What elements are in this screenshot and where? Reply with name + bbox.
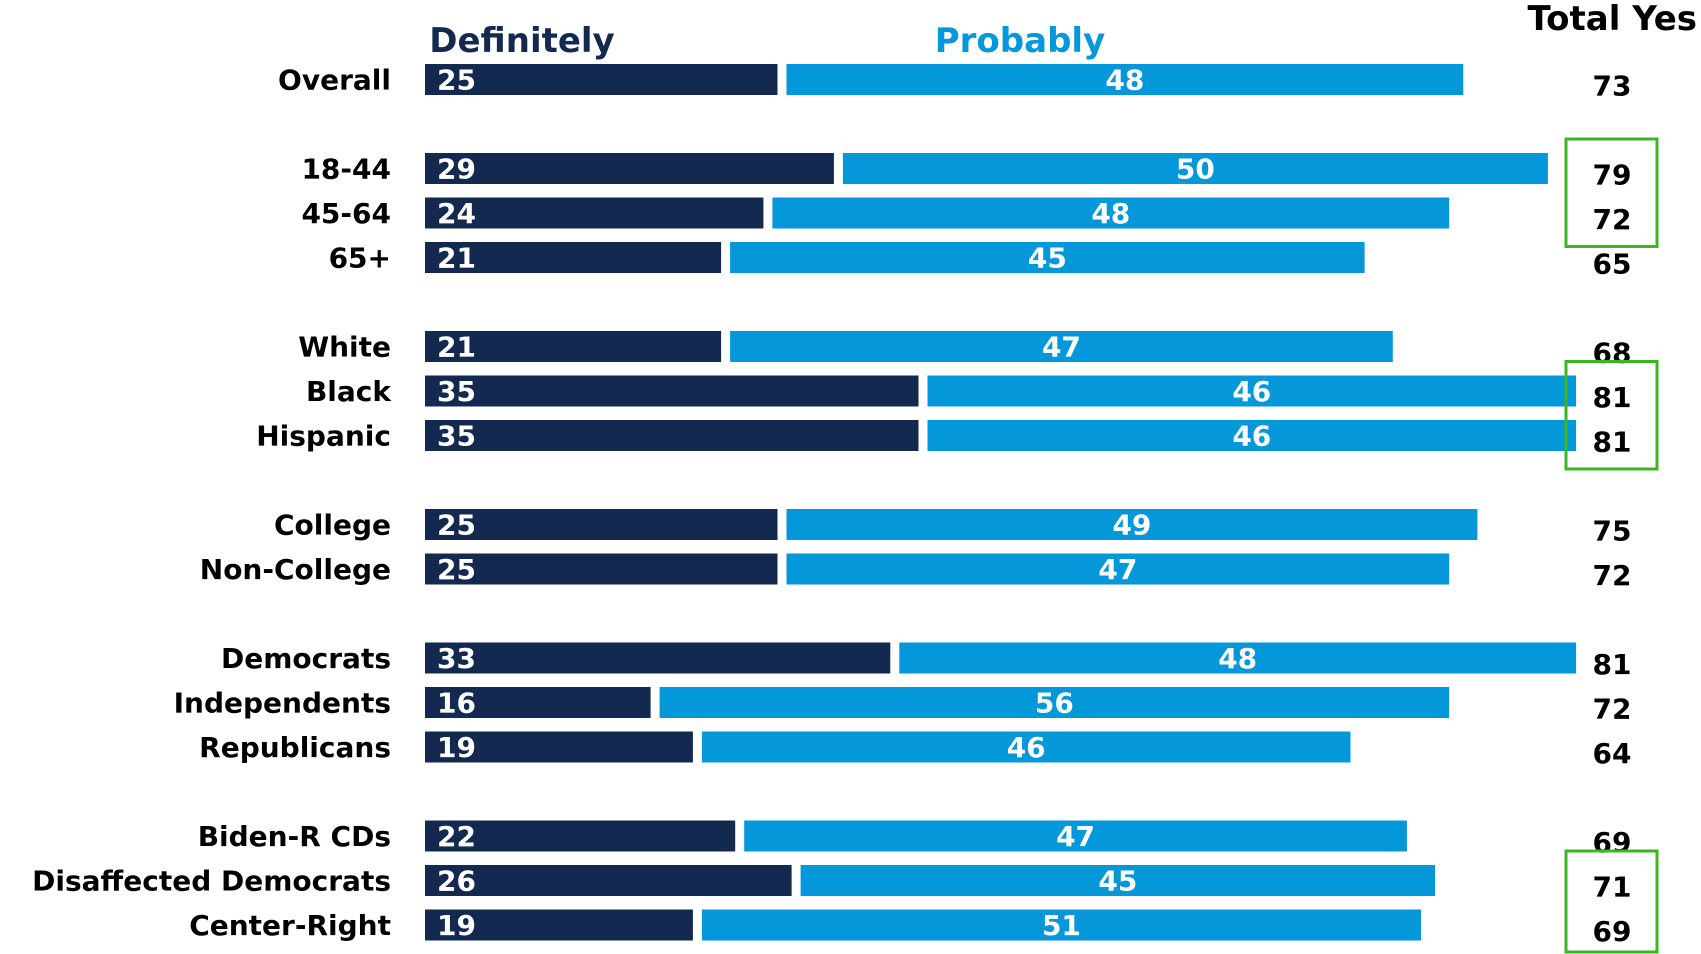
total-yes-value: 65: [1593, 248, 1632, 281]
bar-definitely-value: 25: [437, 509, 476, 542]
row-label: White: [298, 331, 391, 364]
bar-definitely-value: 21: [437, 331, 476, 364]
total-yes-value: 69: [1593, 826, 1632, 859]
total-yes-header: Total Yes: [1527, 0, 1697, 39]
bar-probably-value: 45: [1028, 242, 1067, 275]
bar-definitely: [425, 375, 919, 407]
row-label: Republicans: [199, 731, 391, 764]
bar-definitely: [425, 865, 792, 896]
bar-probably-value: 48: [1105, 64, 1144, 97]
row-label: 18-44: [301, 153, 391, 186]
row-label: Overall: [278, 64, 391, 97]
bar-probably: [701, 909, 1421, 941]
bar-definitely-value: 21: [437, 242, 476, 275]
bar-definitely-value: 16: [437, 687, 476, 720]
bar-definitely-value: 24: [437, 197, 476, 230]
bar-definitely-value: 33: [437, 642, 476, 675]
bar-definitely-value: 35: [437, 375, 476, 408]
row-label: Democrats: [221, 642, 391, 675]
bar-definitely-value: 19: [437, 909, 476, 942]
total-yes-value: 79: [1593, 159, 1632, 192]
bar-definitely-value: 19: [437, 731, 476, 764]
bar-probably-value: 46: [1232, 375, 1271, 408]
bar-definitely-value: 29: [437, 153, 476, 186]
bar-definitely: [425, 64, 778, 95]
bar-probably: [927, 375, 1577, 407]
total-yes-value: 72: [1593, 203, 1632, 236]
bar-definitely-value: 25: [437, 64, 476, 97]
bar-probably-value: 49: [1112, 509, 1151, 542]
bar-probably-value: 45: [1098, 865, 1137, 898]
bar-definitely: [425, 553, 778, 585]
bar-probably: [927, 420, 1577, 451]
highlight-box: [1564, 360, 1659, 471]
row-label: Non-College: [200, 553, 391, 586]
bar-definitely: [425, 420, 919, 451]
bar-probably-value: 48: [1091, 197, 1130, 230]
bar-definitely-value: 25: [437, 553, 476, 586]
row-label: Black: [306, 375, 392, 408]
total-yes-value: 81: [1593, 426, 1632, 459]
bar-probably-value: 56: [1035, 687, 1074, 720]
total-yes-value: 64: [1593, 737, 1632, 770]
bar-probably-value: 51: [1042, 909, 1081, 942]
bar-definitely: [425, 731, 693, 763]
row-label: 65+: [329, 242, 391, 275]
bar-definitely: [425, 909, 693, 941]
row-label: 45-64: [301, 197, 391, 230]
bar-definitely: [425, 331, 722, 362]
highlight-box: [1564, 137, 1659, 248]
highlight-boxes-layer: [1564, 137, 1659, 954]
bar-probably: [659, 687, 1450, 718]
total-yes-value: 73: [1593, 70, 1632, 103]
row-label: Disaffected Democrats: [32, 865, 391, 898]
bar-probably: [800, 865, 1436, 896]
row-label: College: [274, 509, 391, 542]
total-yes-value: 72: [1593, 693, 1632, 726]
bar-probably-value: 46: [1232, 420, 1271, 453]
bar-probably: [899, 642, 1577, 674]
bar-probably-value: 50: [1176, 153, 1215, 186]
bar-definitely-value: 22: [437, 820, 476, 853]
bar-probably-value: 48: [1218, 642, 1257, 675]
bar-probably: [744, 820, 1407, 852]
legend-probably-label: Probably: [935, 21, 1105, 61]
bar-definitely: [425, 153, 834, 184]
bar-probably-value: 47: [1098, 553, 1137, 586]
bar-definitely: [425, 820, 736, 852]
row-label: Hispanic: [256, 420, 391, 453]
total-yes-value: 81: [1593, 648, 1632, 681]
bar-definitely: [425, 687, 651, 718]
bar-probably-value: 46: [1007, 731, 1046, 764]
total-yes-value: 75: [1593, 515, 1632, 548]
bar-definitely: [425, 242, 722, 273]
total-yes-value: 81: [1593, 381, 1632, 414]
total-yes-value: 72: [1593, 559, 1632, 592]
bar-probably: [701, 731, 1351, 763]
bar-probably: [786, 509, 1478, 540]
bar-probably-value: 47: [1056, 820, 1095, 853]
total-yes-value: 69: [1593, 915, 1632, 948]
row-label: Biden-R CDs: [198, 820, 391, 853]
bar-definitely-value: 26: [437, 865, 476, 898]
total-yes-value: 71: [1593, 871, 1632, 904]
bar-definitely: [425, 509, 778, 540]
bar-probably: [730, 242, 1365, 273]
bar-probably: [786, 64, 1464, 95]
bar-probably: [772, 197, 1450, 229]
row-label: Independents: [174, 687, 391, 720]
bar-definitely: [425, 197, 764, 229]
highlight-box: [1564, 849, 1659, 954]
row-label: Center-Right: [189, 909, 391, 942]
bar-probably: [842, 153, 1548, 184]
total-yes-value: 68: [1593, 337, 1632, 370]
bar-probably-value: 47: [1042, 331, 1081, 364]
bar-definitely: [425, 642, 891, 674]
bar-probably: [730, 331, 1393, 362]
bars-layer: Overall 25 48 73 18-44 29 50 79 45-64 24 48 72 65+ 21…: [32, 64, 1631, 949]
bar-probably: [786, 553, 1450, 585]
bar-definitely-value: 35: [437, 420, 476, 453]
legend-definitely-label: Definitely: [429, 21, 614, 61]
